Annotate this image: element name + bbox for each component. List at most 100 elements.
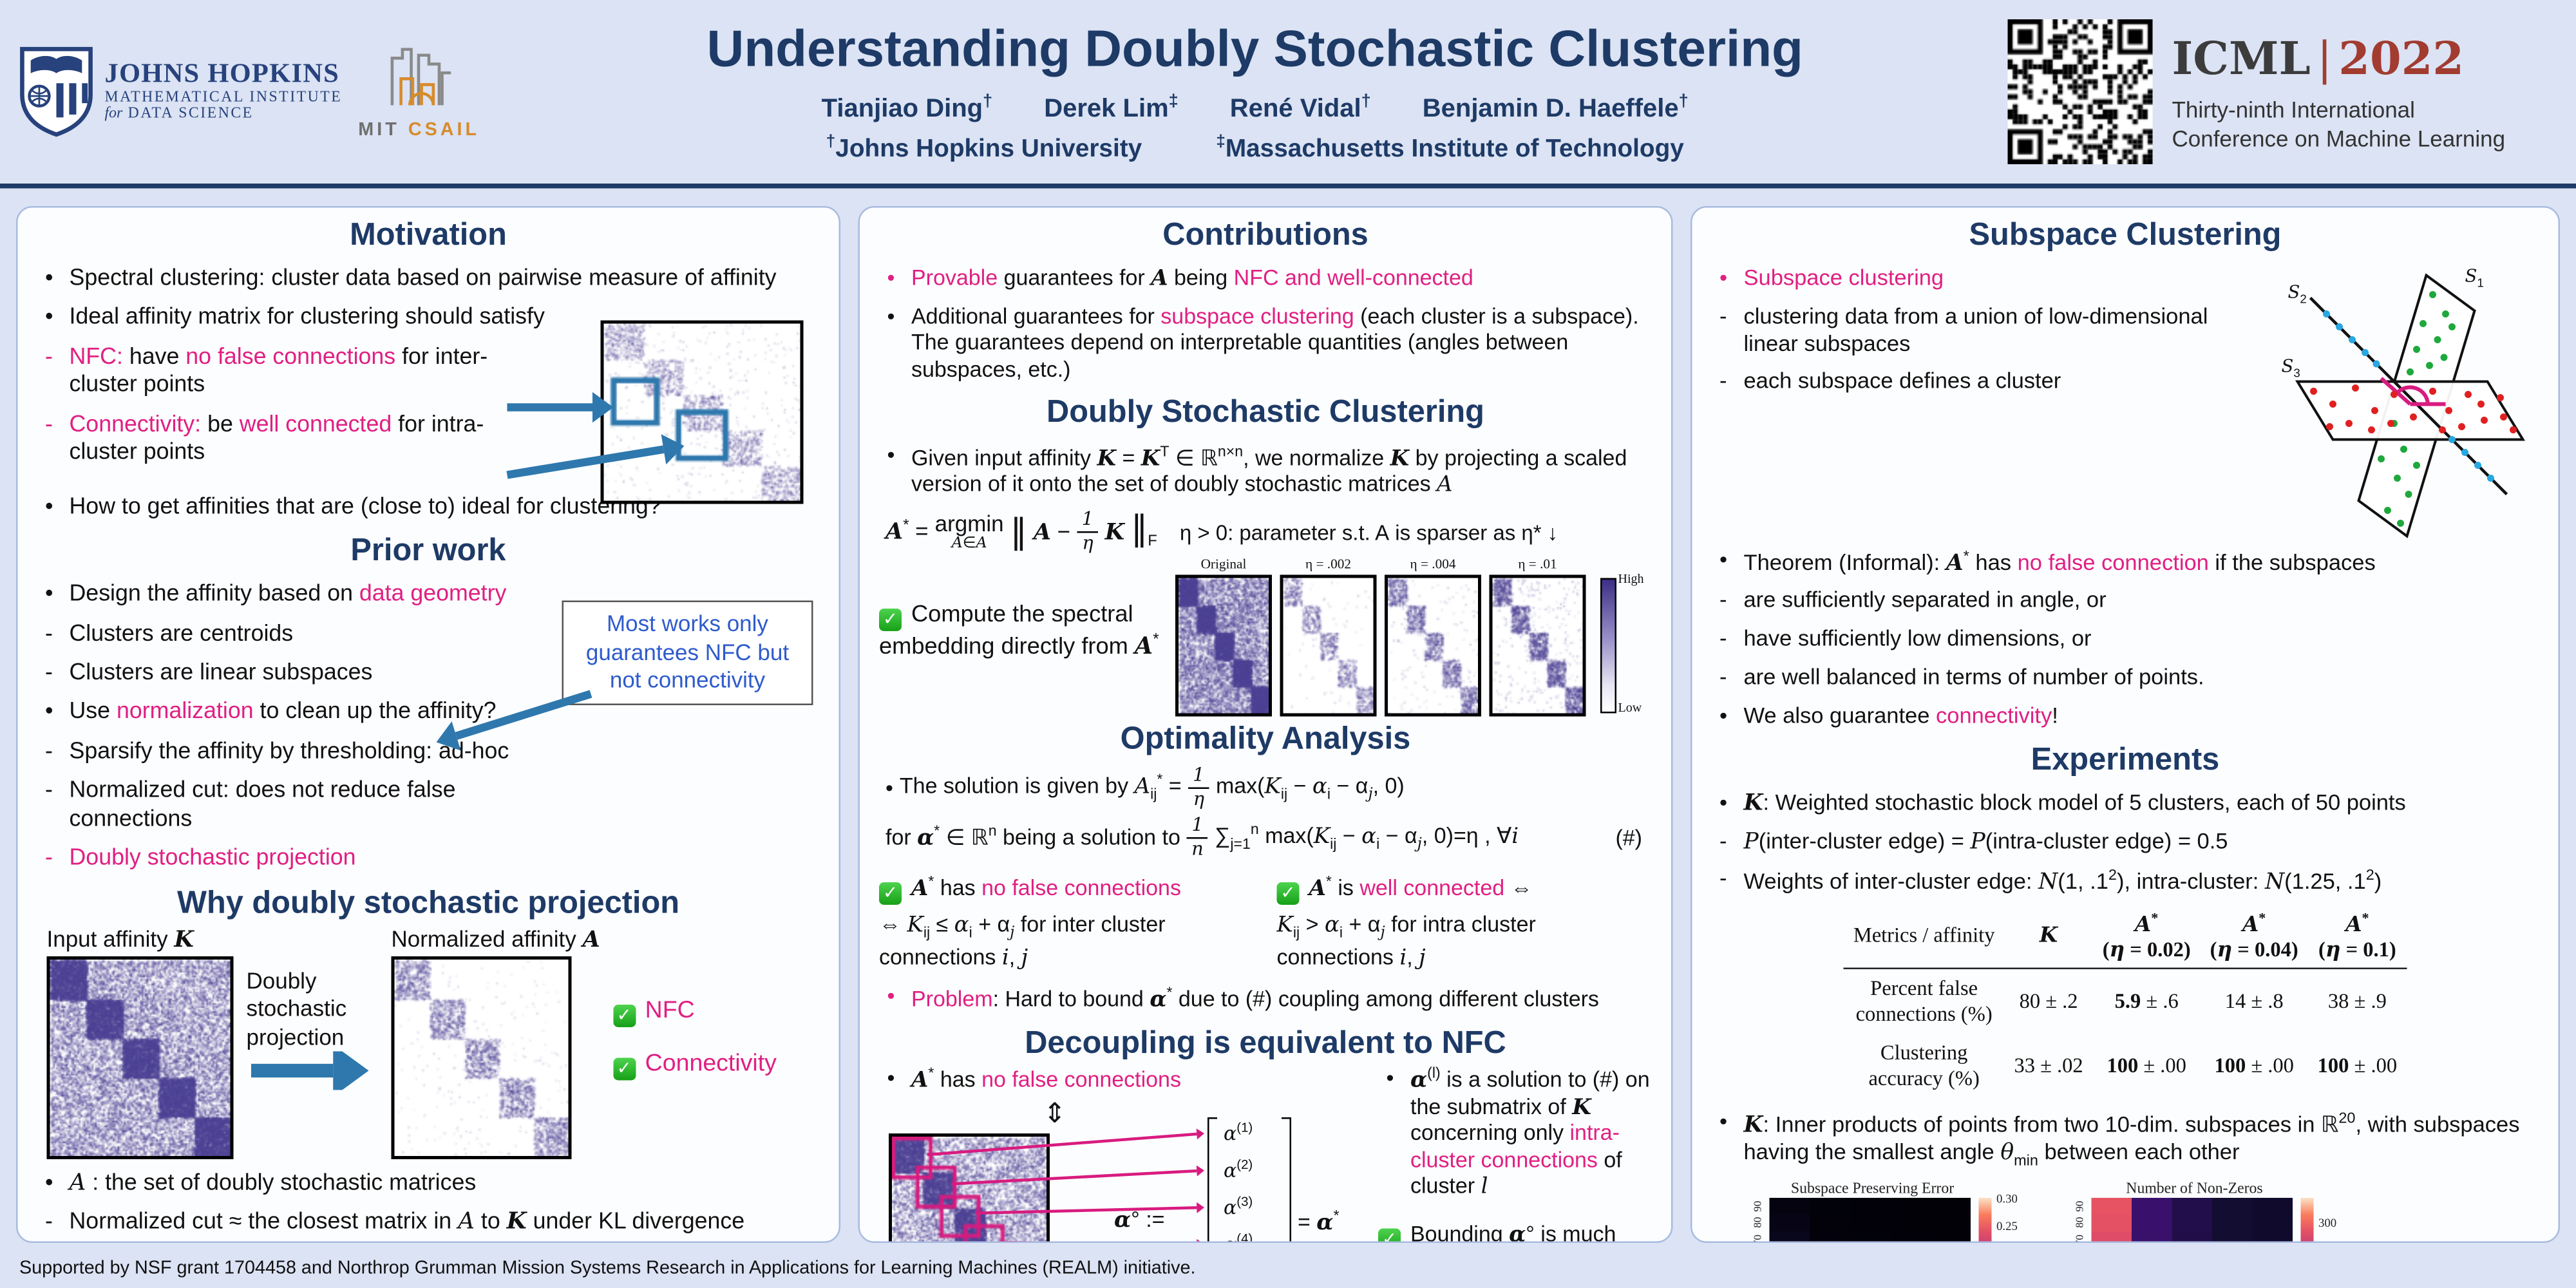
icml-logo: ICML | 2022 Thirty-ninth International Con… (2172, 31, 2506, 153)
dash-item: - have sufficiently low dimensions, or (1719, 627, 2092, 651)
alpha-vector-entry: α(3) (1224, 1193, 1253, 1218)
bullet-item: • Provable guarantees for A being NFC and… (887, 265, 1473, 292)
ideal-affinity-matrix-figure (600, 320, 804, 504)
input-affinity-label: Input affinity K (46, 925, 194, 952)
projection-figure: Input affinity K Doubly stochastic proje… (46, 925, 820, 1159)
bullet-item: • Subspace clustering (1719, 265, 1944, 290)
subspace-list-bottom: • Theorem (Informal): A* has no false con… (1712, 547, 2539, 730)
bullet-item: • We also guarantee connectivity! (1719, 703, 2058, 728)
bullet-marker: • (886, 775, 893, 800)
heatmap-grid (2091, 1197, 2293, 1242)
row-label: Percent false connections (%) (1855, 976, 1993, 1026)
subspaces-illustration-icon (2295, 273, 2526, 538)
author: René Vidal† (1229, 91, 1371, 123)
nfc-condition-block: ✓ A* has no false connections ⇔ Kij ≤ αi … (879, 873, 1181, 971)
section-title-experiments: Experiments (2031, 741, 2220, 777)
subspace-diagram: S1 S2 S3 (2281, 265, 2539, 546)
table-header: A* (η = 0.1) (2307, 907, 2407, 970)
motivation-list: • Spectral clustering: cluster data based… (37, 266, 820, 522)
section-title-decoupling: Decoupling is equivalent to NFC (1025, 1025, 1506, 1061)
problem-note: • Problem: Hard to bound α* due to (#) co… (887, 984, 1599, 1013)
equals-alpha-star-label: = α* (1298, 1206, 1340, 1235)
table-cell: 100 ± .00 (2214, 1053, 2294, 1077)
jhu-logo: JOHNS HOPKINS MATHEMATICAL INSTITUTE for… (19, 45, 342, 138)
motivation-block: • Spectral clustering: cluster data based… (37, 266, 820, 522)
table-cell: 33 ± .02 (2014, 1053, 2083, 1077)
prior-work-list: • Design the affinity based on data geome… (37, 582, 585, 874)
decoupling-figure: • A* has no false connections ⇕ α° := α(1… (879, 1065, 1365, 1243)
section-title-motivation: Motivation (350, 217, 507, 253)
check-icon: ✓ (612, 1057, 636, 1080)
bullet-item: • Additional guarantees for subspace clus… (887, 303, 1639, 381)
strip-matrix: Original (1175, 556, 1272, 717)
bullet-item: • Spectral clustering: cluster data based… (45, 265, 777, 292)
metrics-table: Metrics / affinity K A* (η = 0.02) A* (η = … (1843, 907, 2407, 1099)
heatmaps-row: Subspace Preserving Errorθmin90807060504… (1734, 1181, 2539, 1242)
section-title-dsc: Doubly Stochastic Clustering (1046, 395, 1484, 431)
right-column: Subspace Clustering • Subspace clustering… (1690, 206, 2560, 1243)
input-affinity-matrix (46, 955, 234, 1159)
poster-title: Understanding Doubly Stochastic Clusteri… (706, 19, 1803, 77)
dash-item: - Normalized cut ≈ the closest matrix in … (45, 1209, 745, 1235)
dash-item: - are sufficiently separated in angle, or (1719, 588, 2107, 613)
jhu-institute: MATHEMATICAL INSTITUTE (104, 90, 343, 106)
heatmap: Number of Non-Zerosθmin90807060504030201… (2056, 1181, 2356, 1242)
row-label: Clustering accuracy (%) (1868, 1040, 1980, 1090)
bullet-item: • A : the set of doubly stochastic matric… (45, 1170, 477, 1196)
alpha-vector-entry: α(2) (1224, 1157, 1253, 1181)
s3-label: S3 (2281, 355, 2300, 381)
dash-item: - clustering data from a union of low-dim… (1719, 304, 2208, 355)
strip-matrix: η = .002 (1280, 556, 1377, 717)
input-affinity-figure: Input affinity K (46, 925, 234, 1159)
funding-acknowledgment: Supported by NSF grant 1704458 and North… (19, 1259, 1196, 1278)
experiments-list-2: • K: Inner products of points from two 10… (1712, 1110, 2539, 1170)
alpha-vector-entry: α(1) (1224, 1119, 1253, 1144)
author: Tianjiao Ding† (821, 91, 993, 123)
table-cell: 5.9 ± .6 (2114, 989, 2179, 1013)
projection-arrow-label: Doubly stochastic projection (246, 967, 347, 1049)
table-header: A* (η = 0.04) (2200, 907, 2308, 970)
bullet-item: • Ideal affinity matrix for clustering sh… (45, 305, 545, 331)
table-row: Percent false connections (%) 80 ± .2 5.9 … (1844, 969, 2407, 1034)
norm-close: ‖F (1131, 509, 1157, 551)
s1-label: S1 (2465, 265, 2484, 290)
icml-wordmark: ICML | 2022 (2172, 32, 2465, 86)
sparsity-strip-figure: ✓ Compute the spectral embedding directly… (879, 556, 1652, 717)
alpha-l-bullet: • α(l) is a solution to (#) on the submat… (1386, 1065, 1650, 1200)
jhu-logo-text: JOHNS HOPKINS MATHEMATICAL INSTITUTE for… (104, 58, 343, 124)
affiliations-row: †Johns Hopkins University ‡Massachusetts … (502, 132, 2008, 164)
alpha-vector-entry: α(4) (1224, 1231, 1253, 1243)
check-icon: ✓ (879, 609, 902, 631)
dash-item: - Clusters are centroids (45, 620, 294, 647)
arrow-right-icon (251, 1045, 369, 1097)
spectral-embedding-note: ✓ Compute the spectral embedding directly… (879, 602, 1159, 660)
dash-item: - Normalized cut: does not reduce false c… (45, 778, 456, 832)
table-header: Metrics / affinity (1843, 907, 2005, 970)
dash-item: - each subspace defines a cluster (1719, 369, 2061, 394)
dash-item: - Doubly stochastic projection (45, 845, 356, 871)
jhu-shield-icon (20, 46, 93, 137)
affiliation: †Johns Hopkins University (826, 132, 1142, 164)
decoupling-figure-row: • A* has no false connections ⇕ α° := α(1… (879, 1065, 1652, 1243)
prior-work-block: • Design the affinity based on data geome… (37, 582, 820, 874)
section-title-optimality: Optimality Analysis (1120, 721, 1411, 757)
bullet-marker: • (887, 1065, 895, 1090)
bullet-item: • K: Inner products of points from two 10… (1719, 1109, 2520, 1168)
jhu-name: JOHNS HOPKINS (104, 58, 340, 89)
projection-arrow-block: Doubly stochastic projection (247, 925, 379, 1097)
check-icon: ✓ (879, 881, 902, 904)
check-icon: ✓ (612, 1003, 636, 1027)
results-table: Metrics / affinity K A* (η = 0.02) A* (η = … (1712, 907, 2539, 1099)
table-cell: 100 ± .00 (2107, 1053, 2186, 1077)
middle-column: Contributions • Provable guarantees for A… (858, 206, 1673, 1243)
alpha-circ-label: α° := (1114, 1206, 1165, 1233)
dash-item: - are well balanced in terms of number of… (1719, 665, 2204, 690)
subspace-list-top: • Subspace clustering - clustering data fro… (1712, 266, 2219, 536)
bullet-item: • Theorem (Informal): A* has no false con… (1719, 547, 2376, 576)
table-header: A* (η = 0.02) (2092, 907, 2201, 970)
check-icon: ✓ (1378, 1228, 1401, 1242)
section-title-contributions: Contributions (1162, 217, 1368, 253)
